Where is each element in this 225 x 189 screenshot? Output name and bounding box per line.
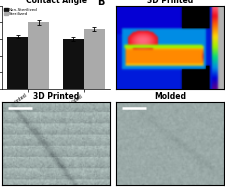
Title: 3D Printed: 3D Printed <box>33 92 79 101</box>
Title: 3D Printed: 3D Printed <box>146 0 192 5</box>
Legend: Non-Sterilized, Sterilized: Non-Sterilized, Sterilized <box>4 8 38 16</box>
Bar <box>7 36 28 89</box>
Bar <box>62 39 83 89</box>
Title: Contact Angle: Contact Angle <box>25 0 86 5</box>
Text: B: B <box>97 0 104 7</box>
Bar <box>28 22 49 89</box>
Title: Molded: Molded <box>153 92 185 101</box>
Bar <box>83 29 104 89</box>
